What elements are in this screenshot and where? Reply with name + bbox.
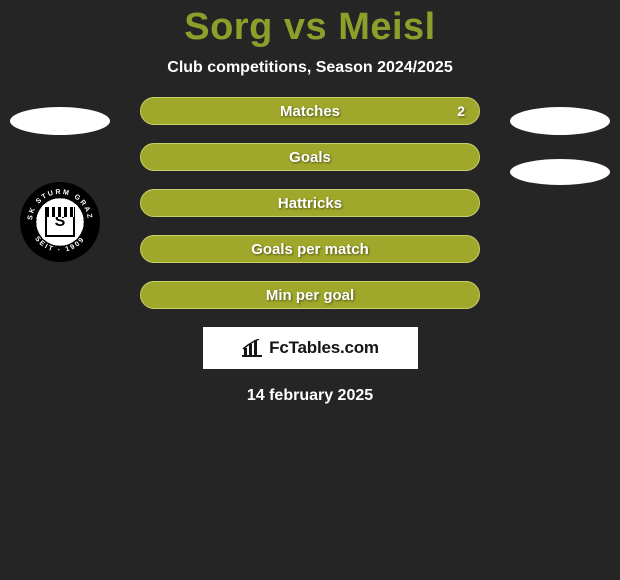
stat-bars: Matches 2 Goals Hattricks Goals per matc… <box>140 97 480 309</box>
player-right-placeholder <box>510 107 610 135</box>
badge-text-bottom: SEIT · 1909 <box>33 235 87 254</box>
brand-text: FcTables.com <box>269 338 379 358</box>
bar-chart-icon <box>241 339 263 357</box>
stat-bar-goals: Goals <box>140 143 480 171</box>
stat-label: Goals <box>289 149 331 166</box>
stat-label: Matches <box>280 103 340 120</box>
player-left-placeholder <box>10 107 110 135</box>
stat-label: Hattricks <box>278 195 342 212</box>
stat-bar-matches: Matches 2 <box>140 97 480 125</box>
footer-date: 14 february 2025 <box>0 387 620 405</box>
club-right-placeholder <box>510 159 610 185</box>
subtitle: Club competitions, Season 2024/2025 <box>0 59 620 77</box>
brand-link[interactable]: FcTables.com <box>203 327 418 369</box>
stat-value-right: 2 <box>457 103 465 119</box>
page-title: Sorg vs Meisl <box>0 0 620 49</box>
stat-label: Min per goal <box>266 287 354 304</box>
club-badge-left: SK STURM GRAZ SEIT · 1909 S <box>20 182 100 262</box>
stat-label: Goals per match <box>251 241 369 258</box>
stat-bar-gpm: Goals per match <box>140 235 480 263</box>
badge-inner: S <box>45 207 75 237</box>
stat-bar-hattricks: Hattricks <box>140 189 480 217</box>
badge-letter: S <box>55 213 66 231</box>
comparison-container: SK STURM GRAZ SEIT · 1909 S Matches 2 Go… <box>0 97 620 405</box>
stat-bar-mpg: Min per goal <box>140 281 480 309</box>
